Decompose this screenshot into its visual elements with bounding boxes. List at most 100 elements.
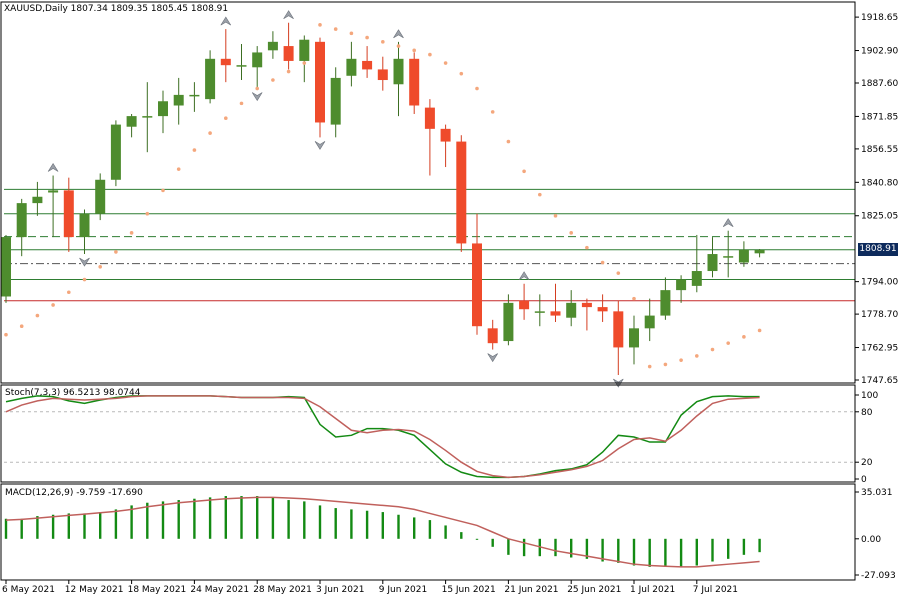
price-frame	[0, 1, 856, 384]
sar-dot	[710, 347, 715, 352]
candle-body	[299, 39, 310, 61]
macd-histogram-bar	[695, 538, 698, 566]
price-tick-label: 1825.05	[861, 212, 898, 222]
sar-dot	[114, 250, 118, 254]
sar-dot	[475, 86, 479, 91]
candle-body	[424, 107, 435, 129]
time-axis: 6 May 2021 12 May 2021 18 May 2021 24 May 2…	[2, 580, 738, 595]
macd-histogram-bar	[679, 538, 683, 567]
fractal-up-icon	[393, 29, 404, 39]
macd-histogram-bar	[83, 513, 86, 539]
sar-dot	[19, 324, 24, 329]
sar-dot	[286, 69, 291, 74]
sar-dot	[538, 192, 542, 197]
candle-body	[267, 41, 278, 51]
candle-body	[581, 302, 592, 308]
candle-body	[613, 311, 624, 348]
macd-histogram-bar	[193, 498, 196, 539]
macd-histogram-bar	[507, 538, 510, 555]
candle-body	[16, 203, 27, 238]
price-tick-label: 1887.60	[861, 79, 898, 89]
macd-histogram-bar	[397, 514, 400, 539]
macd-histogram-bar	[146, 502, 149, 539]
macd-histogram-bar	[365, 510, 369, 539]
candle-body	[79, 213, 90, 238]
sar-dot	[129, 231, 134, 235]
candle-body	[503, 302, 514, 342]
sar-dot	[742, 335, 746, 339]
macd-histogram-bar	[444, 525, 447, 539]
macd-histogram-bar	[632, 538, 636, 566]
stoch-tick-label: 80	[861, 408, 873, 418]
candle-body	[550, 311, 561, 316]
macd-histogram-bar	[99, 512, 102, 539]
sar-dot	[51, 303, 55, 307]
last-price-tag: 1808.91	[858, 243, 898, 256]
sar-dot	[616, 271, 621, 275]
price-tick-label: 1778.70	[861, 310, 898, 320]
macd-histogram-bar	[601, 538, 604, 562]
sar-dot	[632, 296, 636, 301]
stoch-tick-label: 0	[861, 475, 867, 485]
sar-dot	[600, 260, 605, 265]
sar-dot	[585, 245, 589, 250]
candle-body	[63, 190, 74, 238]
macd-histogram-bar	[208, 497, 212, 539]
macd-histogram-bar	[161, 501, 165, 539]
sar-dot	[428, 52, 432, 57]
candle-body	[644, 315, 655, 329]
candle-body	[440, 128, 451, 142]
sar-dot	[695, 354, 699, 358]
candle-body	[676, 279, 687, 291]
candle-body	[754, 249, 765, 254]
sar-dot	[365, 35, 369, 40]
time-tick-label: 24 May 2021	[190, 585, 249, 595]
macd-histogram-bar	[240, 496, 243, 539]
sar-dot	[679, 358, 683, 362]
macd-histogram-bar	[256, 496, 259, 539]
sar-dot	[333, 27, 338, 31]
macd-histogram-bar	[475, 538, 479, 540]
candle-body	[126, 116, 137, 127]
sar-dot	[239, 101, 244, 106]
symbol-label: XAUUSD,Daily	[4, 4, 68, 14]
candle-body	[220, 58, 231, 66]
macd-histogram-bar	[413, 517, 416, 539]
candle-body	[346, 58, 357, 76]
time-tick-label: 28 May 2021	[253, 585, 312, 595]
candle-body	[738, 249, 749, 263]
candle-body	[1, 237, 11, 297]
time-tick-label: 9 Jun 2021	[379, 585, 427, 595]
time-tick-label: 21 Jun 2021	[504, 585, 558, 595]
macd-histogram-bar	[177, 500, 180, 539]
fractal-up-icon	[722, 218, 734, 227]
fractal-up-icon	[283, 10, 294, 19]
macd-frame	[0, 483, 856, 581]
sar-dot	[35, 313, 40, 318]
macd-histogram-bar	[20, 518, 23, 539]
macd-histogram-bar	[742, 538, 746, 555]
candle-body	[32, 196, 43, 204]
candle-body	[629, 328, 639, 348]
sar-dot	[4, 332, 8, 337]
fractal-up-icon	[47, 162, 59, 172]
sar-dot	[208, 131, 212, 135]
sar-dot	[271, 78, 275, 82]
macd-histogram-bar	[570, 538, 573, 558]
sar-dot	[98, 264, 102, 269]
candle-body	[487, 328, 498, 344]
macd-pane: 35.031 0.00 -27.093	[4, 488, 896, 581]
stochastic-pane: 100 80 20 0	[4, 391, 878, 485]
candle-body	[236, 65, 247, 67]
macd-histogram-bar	[617, 538, 620, 563]
macd-histogram-bar	[491, 538, 494, 547]
stoch-tick-label: 100	[861, 391, 878, 401]
price-tick-label: 1840.80	[861, 178, 898, 188]
price-pane: 1918.65 1902.90 1887.60 1871.85 1856.55 1840.…	[1, 10, 898, 388]
macd-tick-label: 0.00	[861, 535, 881, 545]
sar-dot	[726, 341, 730, 345]
macd-histogram-bar	[428, 520, 432, 539]
candle-body	[95, 179, 106, 214]
sar-dot	[176, 167, 181, 171]
